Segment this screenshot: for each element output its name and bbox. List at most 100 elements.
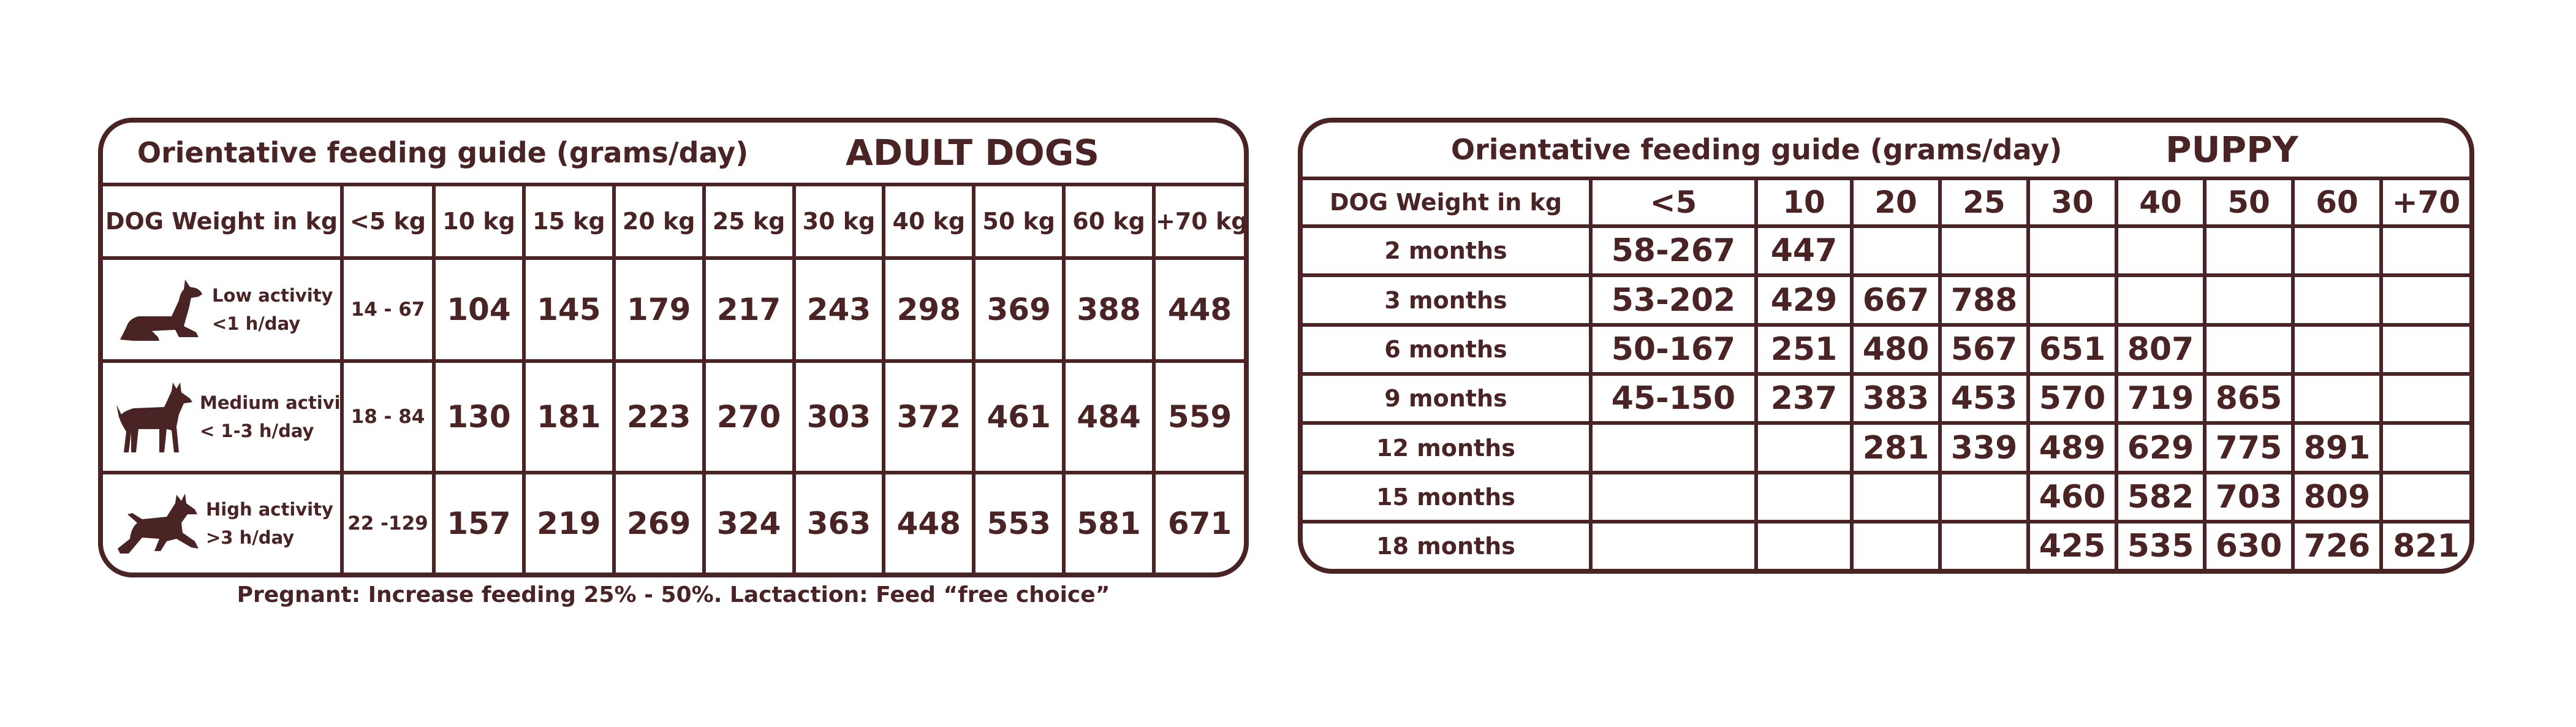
value-cell: 251 — [1754, 322, 1854, 376]
running-dog-icon — [118, 493, 199, 554]
value-cell: 489 — [2026, 421, 2118, 474]
value-cell: 130 — [432, 359, 526, 474]
value-cell: 460 — [2026, 470, 2118, 524]
value-cell — [2379, 273, 2469, 327]
puppy-age-row: 6 months 50-167 251 480 567 651 807 — [1303, 322, 2469, 376]
value-cell: 157 — [432, 470, 526, 573]
value-cell: 582 — [2115, 470, 2207, 524]
weight-column-header: 50 kg — [972, 186, 1066, 260]
weight-label: DOG Weight in kg — [103, 186, 344, 260]
value-cell: 775 — [2203, 421, 2295, 474]
value-cell: 788 — [1938, 273, 2030, 327]
puppy-age-row: 9 months 45-150 237 383 453 570 719 865 — [1303, 372, 2469, 425]
weight-column-header: <5 kg — [340, 186, 436, 260]
value-cell — [2291, 372, 2383, 425]
value-cell — [2379, 224, 2469, 278]
weight-column-header: 10 kg — [432, 186, 526, 260]
lying-dog-icon — [120, 279, 202, 341]
activity-row-low: Low activity <1 h/day 14 - 67 104 145 17… — [103, 256, 1244, 363]
value-cell: 223 — [612, 359, 706, 474]
value-cell: 447 — [1754, 224, 1854, 278]
value-cell — [1938, 224, 2030, 278]
value-cell: 630 — [2203, 520, 2295, 569]
value-cell: 726 — [2291, 520, 2383, 569]
value-cell: 461 — [972, 359, 1066, 474]
puppy-feeding-table: Orientative feeding guide (grams/day) PU… — [1298, 118, 2474, 574]
puppy-age-row: 15 months 460 582 703 809 — [1303, 470, 2469, 524]
value-cell: 453 — [1938, 372, 2030, 425]
value-cell: 298 — [882, 256, 976, 363]
weight-column-header: 40 — [2115, 177, 2207, 228]
value-cell: 629 — [2115, 421, 2207, 474]
value-cell — [1754, 421, 1854, 474]
value-cell: 719 — [2115, 372, 2207, 425]
puppy-age-row: 3 months 53-202 429 667 788 — [1303, 273, 2469, 327]
value-cell: 425 — [2026, 520, 2118, 569]
activity-label-cell: Medium activity < 1-3 h/day — [103, 359, 344, 474]
value-cell: 581 — [1062, 470, 1156, 573]
weight-column-header: 10 — [1754, 177, 1854, 228]
activity-name: Medium activity — [200, 392, 341, 413]
value-cell — [2026, 224, 2118, 278]
value-cell: 567 — [1938, 322, 2030, 376]
weight-column-header: 20 — [1850, 177, 1942, 228]
value-cell — [1754, 470, 1854, 524]
activity-hours: <1 h/day — [212, 313, 301, 334]
value-cell — [1850, 224, 1942, 278]
value-cell — [1850, 520, 1942, 569]
activity-label-cell: High activity >3 h/day — [103, 470, 344, 573]
activity-hours: >3 h/day — [206, 527, 295, 548]
value-cell: 809 — [2291, 470, 2383, 524]
value-cell: 269 — [612, 470, 706, 573]
weight-column-header: +70 kg — [1152, 186, 1244, 260]
value-cell: 243 — [792, 256, 886, 363]
range-cell: 22 -129 — [340, 470, 436, 573]
weight-column-header: 40 kg — [882, 186, 976, 260]
age-label: 9 months — [1303, 372, 1593, 425]
puppy-age-row: 2 months 58-267 447 — [1303, 224, 2469, 278]
weight-column-header: 30 kg — [792, 186, 886, 260]
value-cell: 429 — [1754, 273, 1854, 327]
activity-name: Low activity — [212, 284, 333, 306]
adult-feeding-table: Orientative feeding guide (grams/day) AD… — [98, 118, 1249, 577]
weight-label: DOG Weight in kg — [1303, 177, 1593, 228]
value-cell: 104 — [432, 256, 526, 363]
value-cell: 535 — [2115, 520, 2207, 569]
standing-dog-icon — [116, 382, 192, 452]
value-cell — [2291, 322, 2383, 376]
value-cell: 237 — [1754, 372, 1854, 425]
value-cell: 807 — [2115, 322, 2207, 376]
weight-column-header: 25 — [1938, 177, 2030, 228]
value-cell — [2203, 322, 2295, 376]
age-label: 2 months — [1303, 224, 1593, 278]
value-cell — [2203, 224, 2295, 278]
weight-column-header: 25 kg — [702, 186, 796, 260]
activity-hours: < 1-3 h/day — [200, 420, 314, 441]
range-cell: 14 - 67 — [340, 256, 436, 363]
value-cell: 145 — [521, 256, 616, 363]
value-cell: 45-150 — [1589, 372, 1758, 425]
weight-column-header: 15 kg — [521, 186, 616, 260]
adult-grid: DOG Weight in kg <5 kg 10 kg 15 kg 20 kg… — [103, 186, 1244, 573]
activity-label-cell: Low activity <1 h/day — [103, 256, 344, 363]
value-cell: 821 — [2379, 520, 2469, 569]
age-label: 6 months — [1303, 322, 1593, 376]
adult-weight-header-row: DOG Weight in kg <5 kg 10 kg 15 kg 20 kg… — [103, 186, 1244, 260]
value-cell: 50-167 — [1589, 322, 1758, 376]
activity-row-high: High activity >3 h/day 22 -129 157 219 2… — [103, 470, 1244, 573]
value-cell — [2115, 273, 2207, 327]
weight-column-header: <5 — [1589, 177, 1758, 228]
value-cell: 219 — [521, 470, 616, 573]
puppy-table-header: Orientative feeding guide (grams/day) PU… — [1303, 123, 2469, 177]
value-cell: 281 — [1850, 421, 1942, 474]
range-cell: 18 - 84 — [340, 359, 436, 474]
value-cell: 891 — [2291, 421, 2383, 474]
value-cell: 865 — [2203, 372, 2295, 425]
value-cell: 217 — [702, 256, 796, 363]
adult-table-header: Orientative feeding guide (grams/day) AD… — [103, 123, 1244, 186]
value-cell — [2291, 224, 2383, 278]
value-cell — [1589, 520, 1758, 569]
value-cell: 570 — [2026, 372, 2118, 425]
value-cell — [1938, 520, 2030, 569]
weight-column-header: +70 — [2379, 177, 2469, 228]
